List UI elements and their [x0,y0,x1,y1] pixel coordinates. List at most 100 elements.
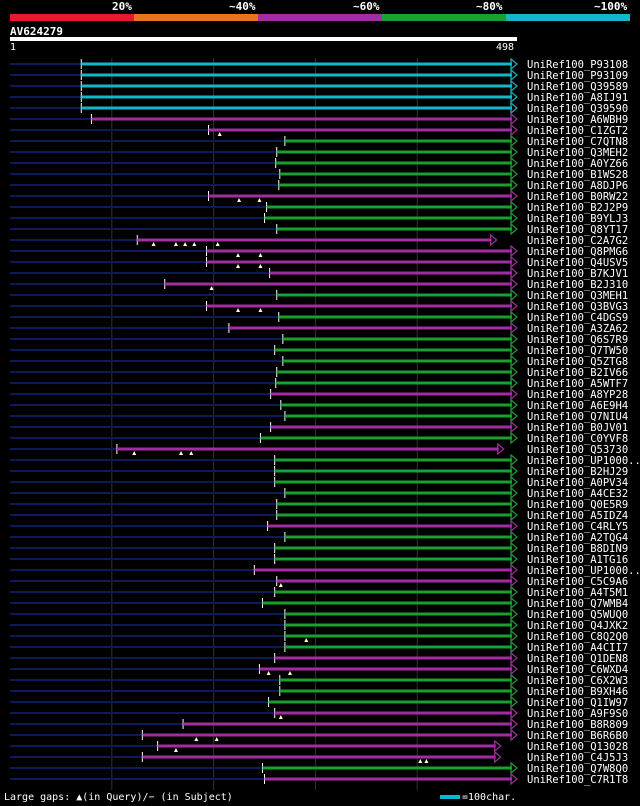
hit-row[interactable]: UniRef100_A8DJP6 [10,178,628,192]
hit-row[interactable]: UniRef100_A4T5M1 [10,585,628,599]
hit-bar[interactable] [206,304,512,308]
hit-row[interactable]: UniRef100_Q6S7R9 [10,332,628,346]
hit-row[interactable]: UniRef100_C6X2W3 [10,673,628,687]
hit-label[interactable]: UniRef100_B0RW22 [527,191,628,203]
hit-row[interactable]: UniRef100_Q13028 [10,739,628,753]
hit-bar[interactable] [276,370,512,374]
hit-bar[interactable] [142,733,512,737]
hit-row[interactable]: UniRef100_B2J2P9 [10,200,628,214]
hit-row[interactable]: UniRef100_B7KJV1 [10,266,628,280]
hit-label[interactable]: UniRef100_A0PV34 [527,477,628,489]
hit-bar[interactable] [260,436,512,440]
hit-row[interactable]: UniRef100_B9YLJ3 [10,211,628,225]
hit-row[interactable]: UniRef100_Q7NIU4 [10,409,628,423]
hit-label[interactable]: UniRef100_Q5WUQ0 [527,609,628,621]
hit-bar[interactable] [270,392,512,396]
hit-row[interactable]: UniRef100_B0JV01 [10,420,628,434]
hit-label[interactable]: UniRef100_Q5ZTG8 [527,356,628,368]
hit-label[interactable]: UniRef100_P93109 [527,70,628,82]
hit-label[interactable]: UniRef100_Q3MEH2 [527,147,628,159]
hit-label[interactable]: UniRef100_A4CII7 [527,642,628,654]
hit-label[interactable]: UniRef100_A1TG16 [527,554,628,566]
hit-bar[interactable] [278,315,512,319]
hit-bar[interactable] [81,84,512,88]
hit-row[interactable]: UniRef100_Q1DEN8 [10,651,628,665]
hit-label[interactable]: UniRef100_C8Q2Q0 [527,631,628,643]
hit-label[interactable]: UniRef100_Q7WMB4 [527,598,628,610]
hit-label[interactable]: UniRef100_C4DGS9 [527,312,628,324]
hit-row[interactable]: UniRef100_B2IV66 [10,365,628,379]
hit-row[interactable]: UniRef100_Q7W8Q0 [10,761,628,775]
hit-bar[interactable] [274,656,512,660]
hit-row[interactable]: UniRef100_A6WBH9 [10,112,628,126]
hit-row[interactable]: UniRef100_B9XH46 [10,684,628,698]
hit-bar[interactable] [274,557,512,561]
hit-label[interactable]: UniRef100_C4J5J3 [527,752,628,764]
hit-label[interactable]: UniRef100_C4RLY5 [527,521,628,533]
hit-label[interactable]: UniRef100_B8DIN9 [527,543,628,555]
hit-label[interactable]: UniRef100_B1WS28 [527,169,628,181]
hit-bar[interactable] [269,271,512,275]
hit-bar[interactable] [228,326,512,330]
hit-label[interactable]: UniRef100_A8DJP6 [527,180,628,192]
hit-label[interactable]: UniRef100_UP1000.. [527,565,640,577]
hit-bar[interactable] [274,590,512,594]
hit-label[interactable]: UniRef100_UP1000.. [527,455,640,467]
hit-bar[interactable] [284,535,512,539]
hit-bar[interactable] [280,403,512,407]
hit-bar[interactable] [142,755,496,759]
hit-row[interactable]: UniRef100_A4CII7 [10,640,628,654]
hit-bar[interactable] [206,260,512,264]
hit-row[interactable]: UniRef100_C2A7G2 [10,233,628,247]
hit-bar[interactable] [81,95,512,99]
hit-label[interactable]: UniRef100_C5C9A6 [527,576,628,588]
hit-bar[interactable] [276,227,512,231]
hit-bar[interactable] [264,216,512,220]
hit-row[interactable]: UniRef100_A5WTF7 [10,376,628,390]
hit-bar[interactable] [259,667,512,671]
hit-label[interactable]: UniRef100_Q8YT17 [527,224,628,236]
hit-bar[interactable] [276,502,512,506]
hit-row[interactable]: UniRef100_Q3MEH2 [10,145,628,159]
hit-row[interactable]: UniRef100_B6R6B0 [10,728,628,742]
hit-label[interactable]: UniRef100_C1ZGT2 [527,125,628,137]
hit-bar[interactable] [284,139,512,143]
hit-label[interactable]: UniRef100_Q4USV5 [527,257,628,269]
hit-label[interactable]: UniRef100_A2TQG4 [527,532,628,544]
hit-label[interactable]: UniRef100_Q4JXK2 [527,620,628,632]
hit-bar[interactable] [282,359,512,363]
hit-row[interactable]: UniRef100_Q3MEH1 [10,288,628,302]
hit-label[interactable]: UniRef100_B7KJV1 [527,268,628,280]
hit-label[interactable]: UniRef100_C7QTN8 [527,136,628,148]
hit-row[interactable]: UniRef100_C6WXD4 [10,662,628,676]
hit-row[interactable]: UniRef100_A8IJ91 [10,90,628,104]
hit-row[interactable]: UniRef100_A4CE32 [10,486,628,500]
hit-row[interactable]: UniRef100_C5C9A6 [10,574,628,588]
hit-bar[interactable] [284,634,512,638]
hit-bar[interactable] [116,447,499,451]
hit-row[interactable]: UniRef100_Q39590 [10,101,628,115]
hit-bar[interactable] [274,469,512,473]
hit-bar[interactable] [208,194,512,198]
hit-row[interactable]: UniRef100_B8R809 [10,717,628,731]
hit-bar[interactable] [267,524,512,528]
hit-label[interactable]: UniRef100_A9F9S0 [527,708,628,720]
hit-row[interactable]: UniRef100_A0PV34 [10,475,628,489]
hit-bar[interactable] [276,579,512,583]
hit-bar[interactable] [270,425,512,429]
hit-label[interactable]: UniRef100_B2HJ29 [527,466,628,478]
hit-row[interactable]: UniRef100_Q39589 [10,79,628,93]
hit-row[interactable]: UniRef100_Q4JXK2 [10,618,628,632]
hit-bar[interactable] [91,117,512,121]
hit-row[interactable]: UniRef100_B8DIN9 [10,541,628,555]
hit-label[interactable]: UniRef100_Q13028 [527,741,628,753]
hit-label[interactable]: UniRef100_B8R809 [527,719,628,731]
hit-label[interactable]: UniRef100_Q0E5R9 [527,499,628,511]
hit-bar[interactable] [284,414,512,418]
hit-row[interactable]: UniRef100_A2TQG4 [10,530,628,544]
hit-bar[interactable] [282,337,512,341]
hit-row[interactable]: UniRef100_B2HJ29 [10,464,628,478]
hit-label[interactable]: UniRef100_C6X2W3 [527,675,628,687]
hit-label[interactable]: UniRef100_A6WBH9 [527,114,628,126]
hit-bar[interactable] [284,612,512,616]
